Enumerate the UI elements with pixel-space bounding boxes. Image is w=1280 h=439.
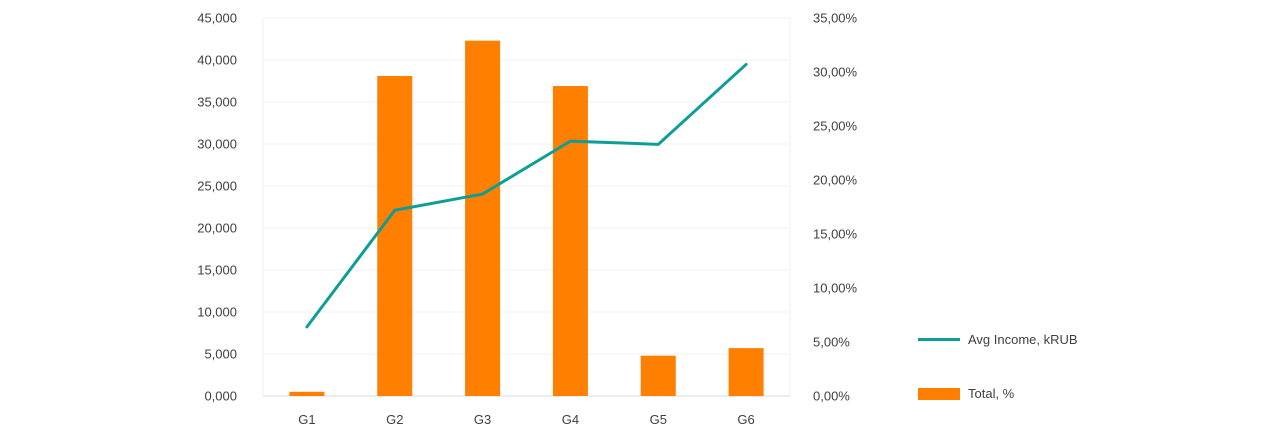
left-tick-label: 10,000 [197,305,237,320]
x-tick-label: G1 [298,412,315,427]
bar-G5 [640,355,676,396]
legend-label-line: Avg Income, kRUB [968,332,1078,347]
bar-G1 [289,391,325,396]
left-tick-label: 20,000 [197,221,237,236]
right-tick-label: 10,00% [813,281,858,296]
bar-series-total [289,40,764,397]
left-axis-ticks: 0,000 5,000 10,000 15,000 20,000 25,000 30,000… [197,11,237,404]
right-tick-label: 25,00% [813,119,858,134]
legend-label-bar: Total, % [968,386,1015,401]
right-tick-label: 35,00% [813,11,858,26]
line-series-avg-income [305,62,748,329]
x-tick-label: G3 [474,412,491,427]
legend-item-bar: Total, % [918,386,1014,401]
left-tick-label: 40,000 [197,53,237,68]
right-tick-label: 0,00% [813,389,850,404]
x-tick-label: G4 [562,412,579,427]
left-tick-label: 5,000 [204,347,237,362]
right-tick-label: 20,00% [813,173,858,188]
right-tick-label: 5,00% [813,335,850,350]
x-tick-label: G5 [650,412,667,427]
bar-G6 [728,348,764,396]
left-tick-label: 30,000 [197,137,237,152]
left-tick-label: 35,000 [197,95,237,110]
left-tick-label: 25,000 [197,179,237,194]
x-axis-ticks: G1 G2 G3 G4 G5 G6 [298,412,755,427]
axes [262,18,791,397]
legend-swatch-bar [918,387,960,400]
right-tick-label: 15,00% [813,227,858,242]
bar-G3 [465,40,501,397]
right-axis-ticks: 0,00% 5,00% 10,00% 15,00% 20,00% 25,00% 30,00%… [813,11,858,404]
avg-income-line [305,62,748,329]
gridlines [263,17,790,397]
legend-item-line: Avg Income, kRUB [918,332,1078,347]
x-tick-label: G2 [386,412,403,427]
legend: Avg Income, kRUB Total, % [918,332,1248,401]
legend-swatch-line [918,338,960,341]
left-tick-label: 45,000 [197,11,237,26]
bar-G4 [552,86,588,396]
bar-G2 [377,75,413,397]
x-tick-label: G6 [737,412,754,427]
left-tick-label: 15,000 [197,263,237,278]
left-tick-label: 0,000 [204,389,237,404]
right-tick-label: 30,00% [813,65,858,80]
